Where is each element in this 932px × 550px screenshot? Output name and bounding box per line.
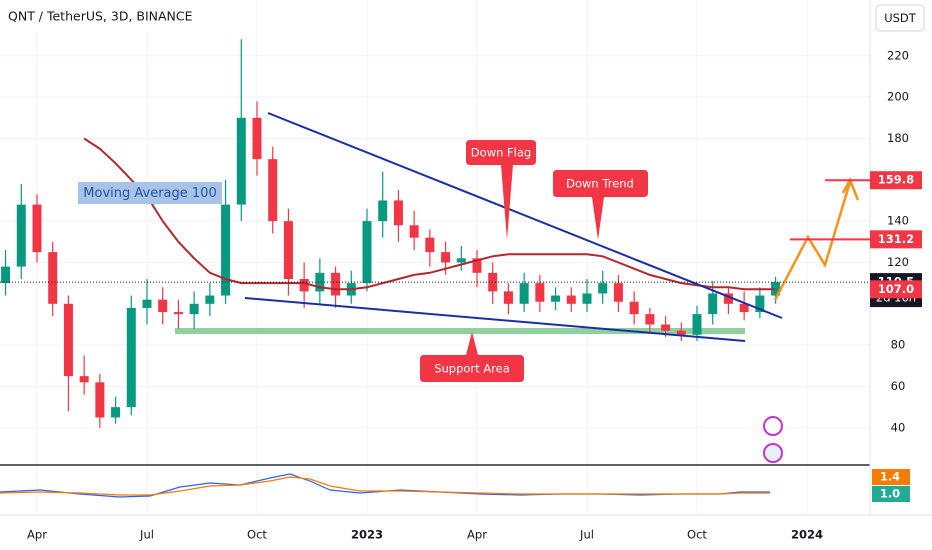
candle-body [252, 117, 262, 160]
candle-body [236, 117, 246, 205]
candle-body [32, 204, 42, 253]
x-tick-label: Oct [687, 528, 707, 542]
candle-body [378, 200, 388, 222]
candle-body [95, 382, 105, 418]
callout-down-flag [466, 140, 536, 240]
x-tick-label: Oct [247, 528, 267, 542]
price-tag-label: 107.0 [878, 282, 914, 296]
x-tick-label: Jul [139, 528, 154, 542]
candle-body [739, 303, 749, 313]
candle-body [472, 258, 482, 273]
candle-body [221, 204, 231, 296]
callout-support-area [420, 332, 524, 382]
candle-body [441, 252, 451, 263]
y-tick-label: 220 [887, 48, 909, 62]
candle-body [142, 299, 152, 308]
signal-line [0, 476, 770, 496]
candle-body [393, 200, 403, 226]
indicator-tag-label: 1.0 [880, 487, 900, 501]
candle-body [1, 266, 11, 284]
candle-body [708, 293, 718, 315]
candle-body [566, 295, 576, 304]
candle-body [48, 252, 58, 304]
y-tick-label: 140 [887, 214, 909, 228]
currency[interactable]: USDT [884, 11, 917, 25]
candle-body [173, 312, 183, 315]
x-tick-label: 2023 [351, 528, 383, 542]
ma-label: Moving Average 100 [83, 186, 216, 201]
ma-label-box [78, 182, 222, 204]
trendline-upper [267, 112, 783, 319]
candle-body [409, 225, 419, 238]
currency-button[interactable] [875, 4, 925, 32]
candle-body [158, 299, 168, 313]
candle-body [661, 324, 671, 331]
candle-body [503, 291, 513, 304]
title-bg [0, 0, 240, 32]
candle-body [283, 221, 293, 279]
price-tag [870, 230, 922, 249]
candle-body [126, 307, 136, 408]
candle-body [16, 204, 26, 267]
candle-body [299, 279, 309, 292]
y-tick-label: 180 [887, 131, 909, 145]
callout-down-trend [553, 170, 648, 240]
x-tick-label: Jul [579, 528, 594, 542]
event-icon[interactable] [763, 416, 783, 436]
x-tick-label: 2024 [791, 528, 823, 542]
candle-body [362, 221, 372, 284]
price-tag-label: 131.2 [878, 232, 914, 246]
candle-body [755, 295, 765, 313]
candles [1, 39, 781, 428]
candle-body [519, 283, 529, 304]
y-tick-label: 60 [891, 379, 906, 393]
projection [773, 181, 852, 301]
annotation: Down Trend [566, 177, 634, 191]
indicator-tag [872, 469, 910, 485]
candle-body [63, 303, 73, 377]
price-tag-label: 159.8 [878, 173, 914, 187]
trendline-lower [244, 297, 746, 342]
y-tick-label: 80 [891, 338, 906, 352]
candle-body [598, 283, 608, 294]
candle-body [425, 237, 435, 253]
support-band [175, 328, 745, 334]
candle-body [111, 407, 121, 418]
moving-average [83, 137, 776, 291]
candle-body [205, 295, 215, 304]
y-tick-label: 200 [887, 90, 909, 104]
price-tag [870, 280, 922, 299]
flag-icon[interactable] [763, 443, 783, 463]
y-tick-label: 120 [887, 255, 909, 269]
annotation: Support Area [434, 362, 510, 376]
annotation: Down Flag [471, 146, 531, 160]
chart-title: QNT / TetherUS, 3D, BINANCE [8, 9, 193, 24]
candle-body [79, 376, 89, 383]
candle-body [723, 293, 733, 304]
candle-body [315, 272, 325, 292]
y-tick-label: 40 [891, 420, 906, 434]
candle-body [582, 293, 592, 304]
candle-body [676, 330, 686, 335]
indicator-line [0, 473, 770, 498]
candle-body [268, 159, 278, 222]
candle-body [692, 314, 702, 335]
candle-body [645, 314, 655, 325]
candle-body [629, 301, 639, 315]
candle-body [551, 295, 561, 302]
candle-body [535, 283, 545, 302]
candle-body [189, 303, 199, 315]
indicator-tag-label: 1.4 [880, 470, 900, 484]
price-tag [870, 171, 922, 190]
x-tick-label: Apr [467, 528, 487, 542]
candle-body [613, 283, 623, 302]
x-tick-label: Apr [27, 528, 47, 542]
candle-body [456, 258, 466, 263]
indicator-tag [872, 486, 910, 502]
candle-body [331, 272, 341, 296]
